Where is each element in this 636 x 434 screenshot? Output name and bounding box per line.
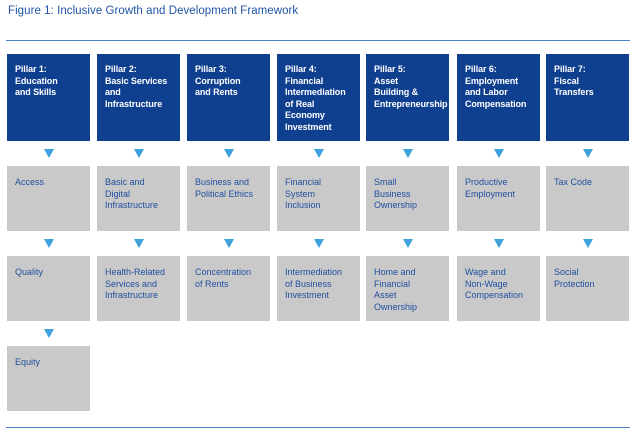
top-divider <box>6 40 630 41</box>
down-arrow-icon <box>457 231 540 256</box>
component-box: Health-Related Services and Infrastructure <box>97 256 180 321</box>
pillar-header-3: Pillar 3: Corruption and Rents <box>187 54 270 141</box>
pillar-header-6: Pillar 6: Employment and Labor Compensation <box>457 54 540 141</box>
down-arrow-icon <box>97 141 180 166</box>
component-box: Access <box>7 166 90 231</box>
component-box: Small Business Ownership <box>366 166 449 231</box>
down-arrow-icon <box>546 141 629 166</box>
down-arrow-icon <box>277 141 360 166</box>
component-box: Quality <box>7 256 90 321</box>
pillar-column-2: Pillar 2: Basic Services and Infrastructure… <box>97 54 180 321</box>
pillar-column-4: Pillar 4: Financial Intermediation of Real E… <box>277 54 360 321</box>
down-arrow-icon <box>187 231 270 256</box>
component-box: Equity <box>7 346 90 411</box>
component-box: Concentration of Rents <box>187 256 270 321</box>
component-box: Tax Code <box>546 166 629 231</box>
bottom-divider <box>6 427 630 428</box>
component-box: Intermediation of Business Investment <box>277 256 360 321</box>
pillar-column-7: Pillar 7: Fiscal Transfers Tax Code Social Pr… <box>546 54 629 321</box>
down-arrow-icon <box>277 231 360 256</box>
component-box: Home and Financial Asset Ownership <box>366 256 449 321</box>
down-arrow-icon <box>7 321 90 346</box>
component-box: Wage and Non-Wage Compensation <box>457 256 540 321</box>
component-box: Social Protection <box>546 256 629 321</box>
pillar-header-7: Pillar 7: Fiscal Transfers <box>546 54 629 141</box>
down-arrow-icon <box>366 231 449 256</box>
pillar-header-5: Pillar 5: Asset Building & Entrepreneurship <box>366 54 449 141</box>
component-box: Productive Employment <box>457 166 540 231</box>
pillar-column-6: Pillar 6: Employment and Labor Compensation… <box>457 54 540 321</box>
pillar-column-3: Pillar 3: Corruption and Rents Business and… <box>187 54 270 321</box>
component-box: Basic and Digital Infrastructure <box>97 166 180 231</box>
pillar-header-2: Pillar 2: Basic Services and Infrastructure <box>97 54 180 141</box>
down-arrow-icon <box>187 141 270 166</box>
pillar-column-1: Pillar 1: Education and Skills Access Qualit… <box>7 54 90 411</box>
down-arrow-icon <box>7 141 90 166</box>
down-arrow-icon <box>546 231 629 256</box>
pillar-column-5: Pillar 5: Asset Building & Entrepreneurship… <box>366 54 449 321</box>
figure-title: Figure 1: Inclusive Growth and Developme… <box>8 5 299 17</box>
pillar-header-1: Pillar 1: Education and Skills <box>7 54 90 141</box>
down-arrow-icon <box>97 231 180 256</box>
pillar-header-4: Pillar 4: Financial Intermediation of Real E… <box>277 54 360 141</box>
down-arrow-icon <box>457 141 540 166</box>
component-box: Financial System Inclusion <box>277 166 360 231</box>
component-box: Business and Political Ethics <box>187 166 270 231</box>
down-arrow-icon <box>7 231 90 256</box>
down-arrow-icon <box>366 141 449 166</box>
